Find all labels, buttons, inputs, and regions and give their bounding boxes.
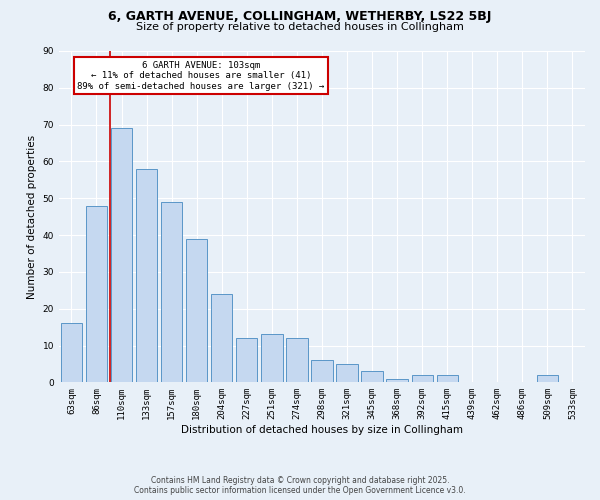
Bar [261,334,283,382]
Text: Size of property relative to detached houses in Collingham: Size of property relative to detached ho… [136,22,464,32]
Bar [86,206,107,382]
X-axis label: Distribution of detached houses by size in Collingham: Distribution of detached houses by size … [181,425,463,435]
Bar [211,294,232,382]
Y-axis label: Number of detached properties: Number of detached properties [27,134,37,298]
Bar [337,364,358,382]
Bar [111,128,132,382]
Bar [311,360,332,382]
Bar [286,338,308,382]
Text: 6, GARTH AVENUE, COLLINGHAM, WETHERBY, LS22 5BJ: 6, GARTH AVENUE, COLLINGHAM, WETHERBY, L… [109,10,491,23]
Bar [537,375,558,382]
Text: Contains HM Land Registry data © Crown copyright and database right 2025.
Contai: Contains HM Land Registry data © Crown c… [134,476,466,495]
Bar [236,338,257,382]
Bar [161,202,182,382]
Bar [437,375,458,382]
Bar [61,324,82,382]
Text: 6 GARTH AVENUE: 103sqm
← 11% of detached houses are smaller (41)
89% of semi-det: 6 GARTH AVENUE: 103sqm ← 11% of detached… [77,61,325,90]
Bar [186,239,208,382]
Bar [361,372,383,382]
Bar [136,169,157,382]
Bar [386,378,408,382]
Bar [412,375,433,382]
